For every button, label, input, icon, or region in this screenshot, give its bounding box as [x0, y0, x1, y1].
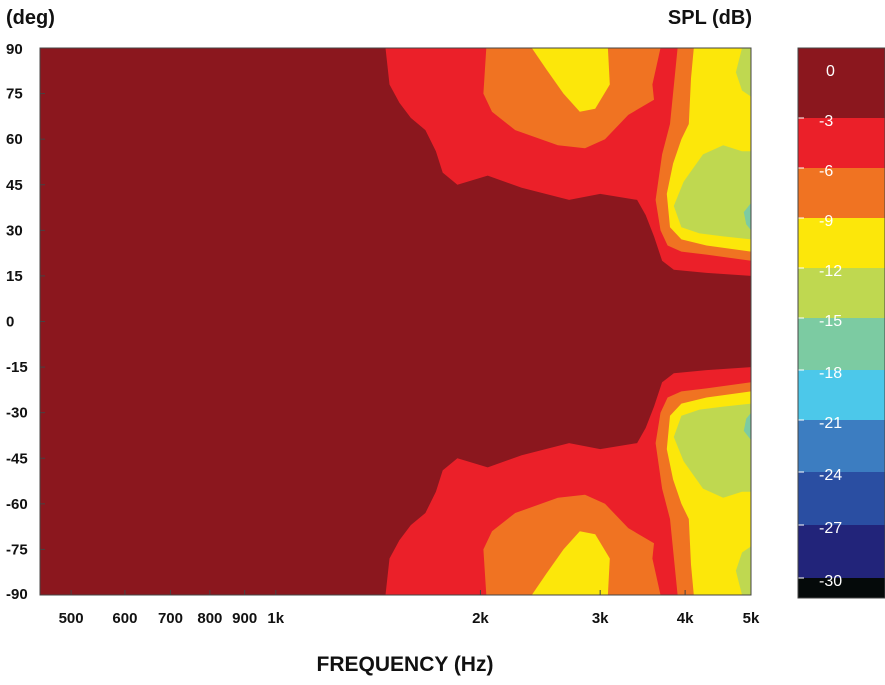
x-tick-label: 500 [59, 610, 84, 627]
contour-region-m9db-lower-3 [531, 531, 610, 595]
colorbar-label: -15 [819, 313, 842, 330]
colorbar-swatch [798, 168, 885, 218]
colorbar-label: -21 [819, 415, 842, 432]
y-tick-label: 0 [6, 314, 14, 331]
y-tick-label: -30 [6, 405, 28, 422]
contour-plot [40, 48, 751, 595]
y-tick-label: -90 [6, 586, 28, 603]
contour-region-m12db-upper-5 [735, 48, 751, 97]
colorbar-swatch [798, 268, 885, 318]
x-tick-label: 4k [677, 610, 694, 627]
colorbar-frame [797, 47, 885, 599]
colorbar-label: -12 [819, 263, 842, 280]
colorbar-label: -24 [819, 467, 842, 484]
contour-region-m15db-upper-7 [743, 203, 751, 231]
x-tick-label: 900 [232, 610, 257, 627]
colorbar-label: -9 [819, 213, 833, 230]
colorbar-swatch [798, 525, 885, 578]
colorbar-swatch [798, 420, 885, 472]
y-tick-label: 75 [6, 86, 23, 103]
colorbar-label: -27 [819, 520, 842, 537]
x-axis-title: FREQUENCY (Hz) [317, 653, 494, 676]
colorbar-label: -3 [819, 113, 833, 130]
contour-region-m12db-upper-6 [673, 145, 751, 240]
colorbar-swatch [798, 318, 885, 370]
x-tick-label: 800 [197, 610, 222, 627]
x-tick-label: 2k [472, 610, 489, 627]
y-tick-label: 60 [6, 131, 23, 148]
y-tick-label: -45 [6, 450, 28, 467]
x-tick-label: 1k [267, 610, 284, 627]
colorbar-swatch [798, 472, 885, 525]
colorbar-label: -18 [819, 365, 842, 382]
colorbar-swatch [798, 218, 885, 268]
x-tick-label: 5k [743, 610, 760, 627]
contour-region-m12db-lower-5 [735, 546, 751, 595]
colorbar-swatch [798, 578, 885, 598]
colorbar-title: SPL (dB) [668, 7, 752, 29]
y-tick-label: 30 [6, 222, 23, 239]
y-axis-label: (deg) [6, 7, 55, 29]
y-tick-label: 90 [6, 41, 23, 58]
colorbar-swatch [798, 48, 885, 118]
colorbar-label: -6 [819, 163, 833, 180]
contour-region-m9db-upper-3 [531, 48, 610, 112]
colorbar-label: 0 [826, 63, 835, 80]
x-tick-label: 700 [158, 610, 183, 627]
colorbar-swatch [798, 118, 885, 168]
y-tick-label: -15 [6, 359, 28, 376]
contour-region-m12db-lower-6 [673, 403, 751, 498]
y-tick-label: 45 [6, 177, 23, 194]
x-tick-label: 600 [112, 610, 137, 627]
colorbar-label: -30 [819, 573, 842, 590]
y-tick-label: -75 [6, 541, 28, 558]
y-tick-label: 15 [6, 268, 23, 285]
x-axis-ticks: 500 600 700 800 900 1k 2k 3k 4k 5k [59, 590, 760, 627]
contour-region-m15db-lower-7 [743, 412, 751, 440]
x-tick-label: 3k [592, 610, 609, 627]
y-tick-label: -60 [6, 496, 28, 513]
y-axis-ticks: 90 75 60 45 30 15 0 -15 -30 -45 -60 -75 -90 [6, 41, 45, 603]
colorbar-swatch [798, 370, 885, 420]
colorbar: 0 -3 -6 -9 -12 -15 -18 -21 -24 -27 -30 [797, 47, 885, 599]
